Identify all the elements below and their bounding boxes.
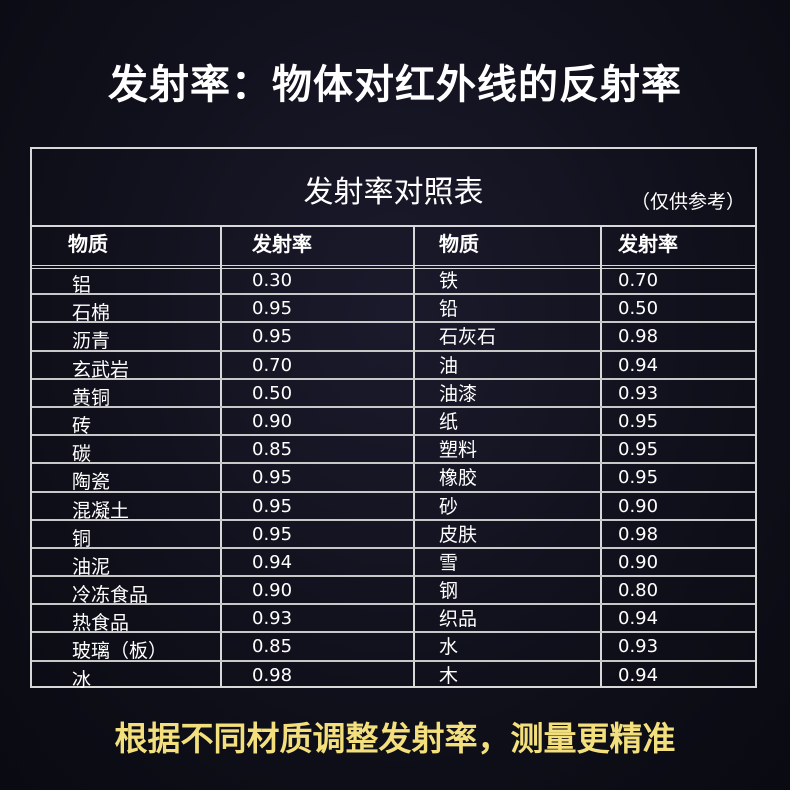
cell-emissivity: 0.95	[618, 439, 659, 461]
cell-emissivity: 0.93	[252, 608, 293, 630]
cell-material: 砂	[439, 495, 459, 518]
cell-emissivity: 0.94	[618, 664, 659, 686]
cell-emissivity: 0.90	[618, 551, 659, 573]
table-row: 沥青 0.95 石灰石 0.98	[32, 323, 755, 353]
table-row: 热食品 0.93 织品 0.94	[32, 605, 755, 635]
cell-material: 钢	[439, 580, 459, 603]
cell-material: 木	[439, 664, 459, 687]
cell-material: 铜	[72, 527, 92, 550]
footer-slogan: 根据不同材质调整发射率，测量更精准	[114, 719, 676, 758]
cell-emissivity: 0.98	[618, 326, 659, 348]
cell-emissivity: 0.50	[618, 298, 659, 320]
header-emissivity-2: 发射率	[618, 232, 678, 256]
table-row: 铜 0.95 皮肤 0.98	[32, 521, 755, 550]
cell-emissivity: 0.95	[618, 467, 659, 489]
cell-material: 油泥	[72, 555, 111, 578]
cell-material: 砖	[72, 414, 92, 437]
table-title: 发射率对照表	[303, 175, 484, 210]
cell-emissivity: 0.94	[252, 551, 293, 573]
table-header: 物质 发射率 物质 发射率	[32, 225, 755, 269]
cell-material: 铁	[439, 270, 459, 292]
cell-material: 玻璃（板）	[72, 640, 168, 663]
cell-emissivity: 0.95	[252, 495, 293, 517]
table-row: 碳 0.85 塑料 0.95	[32, 436, 755, 466]
table-row: 油泥 0.94 雪 0.90	[32, 549, 755, 578]
cell-material: 石灰石	[439, 326, 497, 349]
column-divider	[600, 225, 602, 686]
table-row: 玄武岩 0.70 油 0.94	[32, 352, 755, 381]
cell-emissivity: 0.94	[618, 608, 659, 630]
column-divider	[413, 225, 415, 686]
cell-material: 碳	[72, 443, 92, 466]
table-row: 砖 0.90 纸 0.95	[32, 408, 755, 437]
cell-material: 纸	[439, 410, 459, 433]
header-material-2: 物质	[439, 232, 479, 256]
cell-emissivity: 0.80	[618, 580, 659, 602]
cell-material: 油	[439, 354, 459, 377]
cell-emissivity: 0.95	[252, 326, 293, 348]
table-row: 玻璃（板） 0.85 水 0.93	[32, 633, 755, 663]
headline: 发射率：物体对红外线的反射率	[108, 62, 682, 108]
cell-emissivity: 0.93	[618, 382, 659, 404]
header-emissivity-1: 发射率	[252, 232, 312, 256]
cell-emissivity: 0.95	[252, 298, 293, 320]
cell-material: 黄铜	[72, 386, 111, 409]
cell-emissivity: 0.70	[252, 354, 293, 376]
cell-material: 水	[439, 636, 459, 659]
table-row: 黄铜 0.50 油漆 0.93	[32, 380, 755, 409]
table-body: 铝 0.30 铁 0.70 石棉 0.95 铅 0.50 沥青 0.95 石灰石 0.98 玄武岩 0.7…	[32, 267, 755, 691]
cell-material: 混凝土	[72, 499, 130, 522]
cell-material: 雪	[439, 551, 459, 574]
cell-material: 铝	[72, 274, 92, 296]
cell-material: 冰	[72, 668, 92, 691]
cell-material: 塑料	[439, 439, 478, 462]
cell-material: 沥青	[72, 330, 111, 353]
cell-emissivity: 0.90	[618, 495, 659, 517]
cell-material: 织品	[439, 608, 478, 631]
cell-emissivity: 0.98	[618, 523, 659, 545]
table-row: 铝 0.30 铁 0.70	[32, 267, 755, 296]
cell-material: 玄武岩	[72, 358, 130, 381]
cell-emissivity: 0.90	[252, 410, 293, 432]
cell-emissivity: 0.94	[618, 354, 659, 376]
cell-material: 热食品	[72, 612, 130, 635]
cell-emissivity: 0.98	[252, 664, 293, 686]
table-row: 石棉 0.95 铅 0.50	[32, 295, 755, 325]
cell-emissivity: 0.93	[618, 636, 659, 658]
table-row: 冷冻食品 0.90 钢 0.80	[32, 577, 755, 607]
emissivity-table: 发射率对照表 （仅供参考） 物质 发射率 物质 发射率 铝 0.30 铁 0.70 石棉…	[30, 147, 757, 691]
cell-emissivity: 0.95	[252, 467, 293, 489]
cell-material: 油漆	[439, 382, 478, 405]
header-material-1: 物质	[68, 232, 108, 256]
cell-emissivity: 0.90	[252, 580, 293, 602]
cell-emissivity: 0.85	[252, 439, 293, 461]
table-note: （仅供参考）	[630, 191, 745, 213]
cell-material: 冷冻食品	[72, 584, 149, 607]
cell-emissivity: 0.85	[252, 636, 293, 658]
table-row: 混凝土 0.95 砂 0.90	[32, 493, 755, 522]
cell-material: 铅	[439, 298, 459, 321]
table-row: 陶瓷 0.95 橡胶 0.95	[32, 464, 755, 494]
cell-material: 石棉	[72, 302, 111, 325]
column-divider	[220, 225, 222, 686]
cell-material: 陶瓷	[72, 471, 111, 494]
cell-material: 橡胶	[439, 467, 478, 490]
cell-emissivity: 0.95	[618, 410, 659, 432]
cell-emissivity: 0.95	[252, 523, 293, 545]
table-row: 冰 0.98 木 0.94	[32, 662, 755, 691]
cell-emissivity: 0.50	[252, 382, 293, 404]
cell-emissivity: 0.70	[618, 270, 659, 291]
cell-material: 皮肤	[439, 523, 478, 546]
cell-emissivity: 0.30	[252, 270, 293, 291]
